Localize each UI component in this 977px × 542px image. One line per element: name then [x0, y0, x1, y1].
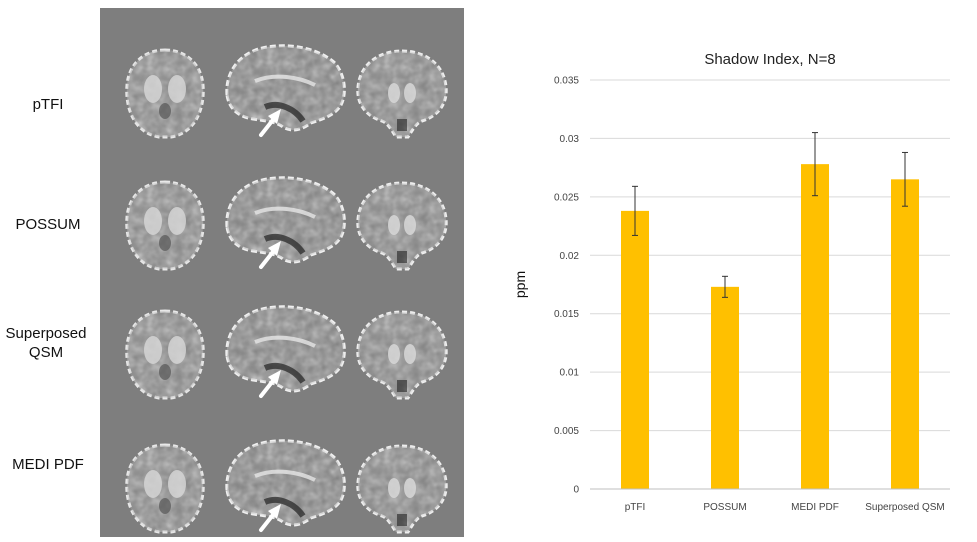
axial-slice-superposed-qsm [125, 309, 205, 400]
x-tick-label-0: pTFI [625, 502, 646, 513]
x-tick-label-2: MEDI PDF [791, 502, 839, 513]
error-bar-0 [632, 185, 638, 236]
bar-1 [711, 286, 739, 489]
arrow-icon-superposed-qsm [259, 370, 281, 398]
row-label-medi-pdf: MEDI PDF [12, 456, 84, 473]
x-tick-label-1: POSSUM [703, 502, 746, 513]
coronal-slice-superposed-qsm [356, 310, 448, 400]
chart-title: Shadow Index, N=8 [704, 51, 835, 68]
bar-0 [621, 210, 649, 489]
sagittal-slice-medi-pdf [225, 439, 346, 532]
bar-2 [801, 164, 829, 489]
bar-chart: Shadow Index, N=8 0 0.005 0.01 0.015 0.02 0.02… [512, 51, 950, 513]
arrow-icon-medi-pdf [259, 504, 281, 532]
arrow-icon-ptfi [259, 109, 281, 137]
axial-slice-ptfi [125, 48, 205, 139]
coronal-slice-possum [356, 181, 448, 271]
y-tick-label-5: 0.025 [554, 192, 579, 203]
x-tick-label-3: Superposed QSM [865, 502, 945, 513]
y-tick-label-2: 0.01 [560, 368, 580, 379]
error-bar-1 [722, 275, 728, 298]
y-tick-label-0: 0 [573, 485, 579, 496]
sagittal-slice-ptfi [225, 44, 346, 137]
row-label-ptfi: pTFI [32, 96, 64, 113]
row-label-possum: POSSUM [15, 216, 81, 233]
mri-image-panel [100, 8, 464, 537]
arrow-icon-possum [259, 241, 281, 269]
sagittal-slice-possum [225, 176, 346, 269]
coronal-slice-ptfi [356, 49, 448, 139]
axial-slice-medi-pdf [125, 443, 205, 534]
sagittal-slice-superposed-qsm [225, 305, 346, 398]
y-tick-label-1: 0.005 [554, 426, 579, 437]
y-axis-label: ppm [512, 271, 528, 298]
error-bar-3 [902, 151, 908, 207]
bar-3 [891, 179, 919, 490]
y-tick-label-3: 0.015 [554, 309, 579, 320]
axial-slice-possum [125, 180, 205, 271]
brain-slices [125, 44, 448, 534]
y-tick-label-6: 0.03 [560, 134, 580, 145]
y-tick-label-7: 0.035 [554, 76, 579, 87]
y-tick-label-4: 0.02 [560, 251, 580, 262]
coronal-slice-medi-pdf [356, 444, 448, 534]
row-label-superposed-qsm: Superposed QSM [5, 325, 87, 361]
error-bar-2 [812, 132, 818, 197]
